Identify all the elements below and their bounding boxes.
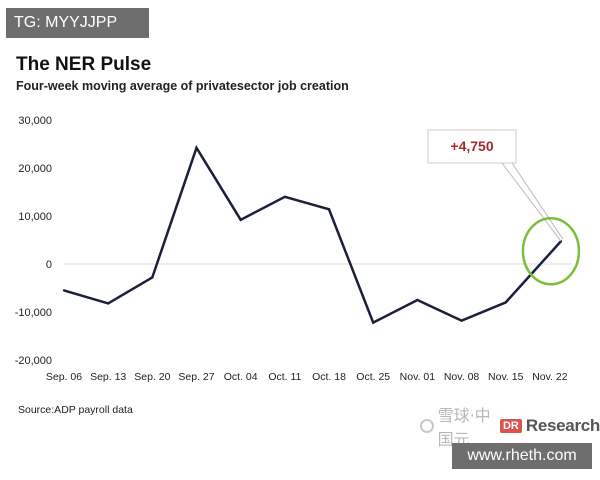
data-point: [372, 321, 375, 324]
annotation-layer: +4,750: [427, 129, 581, 286]
data-point: [106, 302, 110, 305]
callout-box: [427, 129, 517, 164]
x-tick-label: Sep. 06: [46, 371, 82, 383]
x-tick-label: Oct. 18: [312, 371, 346, 383]
callout-leader-line: [501, 162, 562, 242]
source-note: Source:ADP payroll data: [18, 404, 133, 416]
data-point: [460, 319, 463, 322]
x-tick-label: Nov. 15: [488, 371, 524, 383]
x-tick-label: Oct. 04: [224, 371, 258, 383]
data-point: [195, 146, 198, 150]
x-axis-ticks: Sep. 06 Sep. 13 Sep. 20 Sep. 27 Oct. 04 Oct. …: [46, 371, 568, 383]
x-tick-label: Sep. 20: [134, 371, 170, 383]
data-point: [283, 195, 287, 198]
y-tick-label: 20,000: [18, 163, 52, 175]
series-line: [63, 144, 562, 325]
x-tick-label: Sep. 13: [90, 371, 126, 383]
data-point: [327, 208, 331, 211]
callout-label: +4,750: [450, 138, 493, 154]
highlight-circle: [521, 216, 581, 286]
chart-subtitle: Four-week moving average of privatesecto…: [16, 79, 349, 93]
x-tick-label: Nov. 08: [444, 371, 480, 383]
data-point: [151, 276, 154, 279]
y-tick-label: 30,000: [18, 115, 52, 127]
x-tick-label: Sep. 27: [178, 371, 214, 383]
eye-icon: [420, 419, 434, 433]
chart-title: The NER Pulse: [16, 54, 152, 75]
y-tick-label: -10,000: [15, 307, 52, 319]
y-axis-ticks: 30,000 20,000 10,000 0 -10,000 -20,000: [15, 115, 52, 367]
callout-leader-line: [511, 162, 564, 240]
logo-mark: DR: [499, 419, 522, 433]
watermark: www.rheth.com: [452, 443, 592, 469]
logo-research-text: Research: [525, 416, 600, 435]
x-tick-label: Nov. 22: [532, 371, 568, 383]
y-tick-label: 0: [46, 259, 52, 271]
data-point: [416, 298, 419, 302]
data-point: [239, 218, 242, 222]
x-tick-label: Oct. 25: [356, 371, 390, 383]
y-tick-label: 10,000: [18, 211, 52, 223]
x-tick-label: Oct. 11: [268, 371, 301, 383]
data-point: [62, 289, 66, 292]
y-tick-label: -20,000: [15, 355, 52, 367]
data-point: [504, 301, 507, 304]
tag-badge: TG: MYYJJPP: [6, 8, 149, 38]
x-tick-label: Nov. 01: [400, 371, 436, 383]
series-layer: [62, 144, 563, 325]
